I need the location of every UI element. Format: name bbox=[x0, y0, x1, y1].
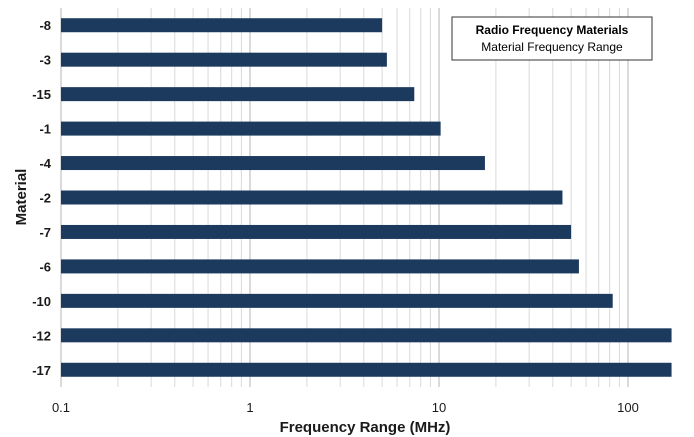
y-category-label: -4 bbox=[39, 156, 51, 171]
y-category-label: -1 bbox=[39, 122, 51, 137]
bar bbox=[61, 259, 579, 274]
y-category-label: -12 bbox=[32, 328, 51, 343]
bar bbox=[61, 87, 415, 102]
y-axis-title: Material bbox=[13, 169, 30, 226]
legend-title: Radio Frequency Materials bbox=[476, 23, 629, 37]
y-category-label: -2 bbox=[39, 191, 51, 206]
legend-box: Radio Frequency Materials Material Frequ… bbox=[451, 16, 653, 61]
x-axis-title: Frequency Range (MHz) bbox=[280, 419, 451, 436]
legend-subtitle: Material Frequency Range bbox=[481, 40, 623, 54]
y-category-label: -3 bbox=[39, 53, 51, 68]
x-tick-label: 1 bbox=[246, 400, 253, 415]
bar bbox=[61, 328, 672, 343]
y-category-label: -10 bbox=[32, 294, 51, 309]
y-category-label: -15 bbox=[32, 87, 51, 102]
x-tick-label: 100 bbox=[617, 400, 639, 415]
bar bbox=[61, 52, 387, 67]
legend-frame bbox=[451, 16, 653, 61]
bar bbox=[61, 224, 572, 239]
y-category-label: -6 bbox=[39, 259, 51, 274]
y-category-label: -17 bbox=[32, 363, 51, 378]
y-category-label: -8 bbox=[39, 18, 51, 33]
x-tick-label: 0.1 bbox=[52, 400, 70, 415]
bar bbox=[61, 293, 613, 308]
bar bbox=[61, 156, 485, 171]
y-axis-categories: -8 -3 -15 -1 -4 -2 -7 -6 -10 -12 -17 bbox=[32, 18, 52, 378]
bars bbox=[61, 18, 672, 377]
x-tick-label: 10 bbox=[432, 400, 446, 415]
bar bbox=[61, 18, 383, 33]
bar bbox=[61, 190, 563, 205]
bar bbox=[61, 362, 672, 377]
x-axis-ticks: 0.1 1 10 100 bbox=[52, 400, 639, 415]
bar bbox=[61, 121, 441, 136]
y-category-label: -7 bbox=[39, 225, 51, 240]
